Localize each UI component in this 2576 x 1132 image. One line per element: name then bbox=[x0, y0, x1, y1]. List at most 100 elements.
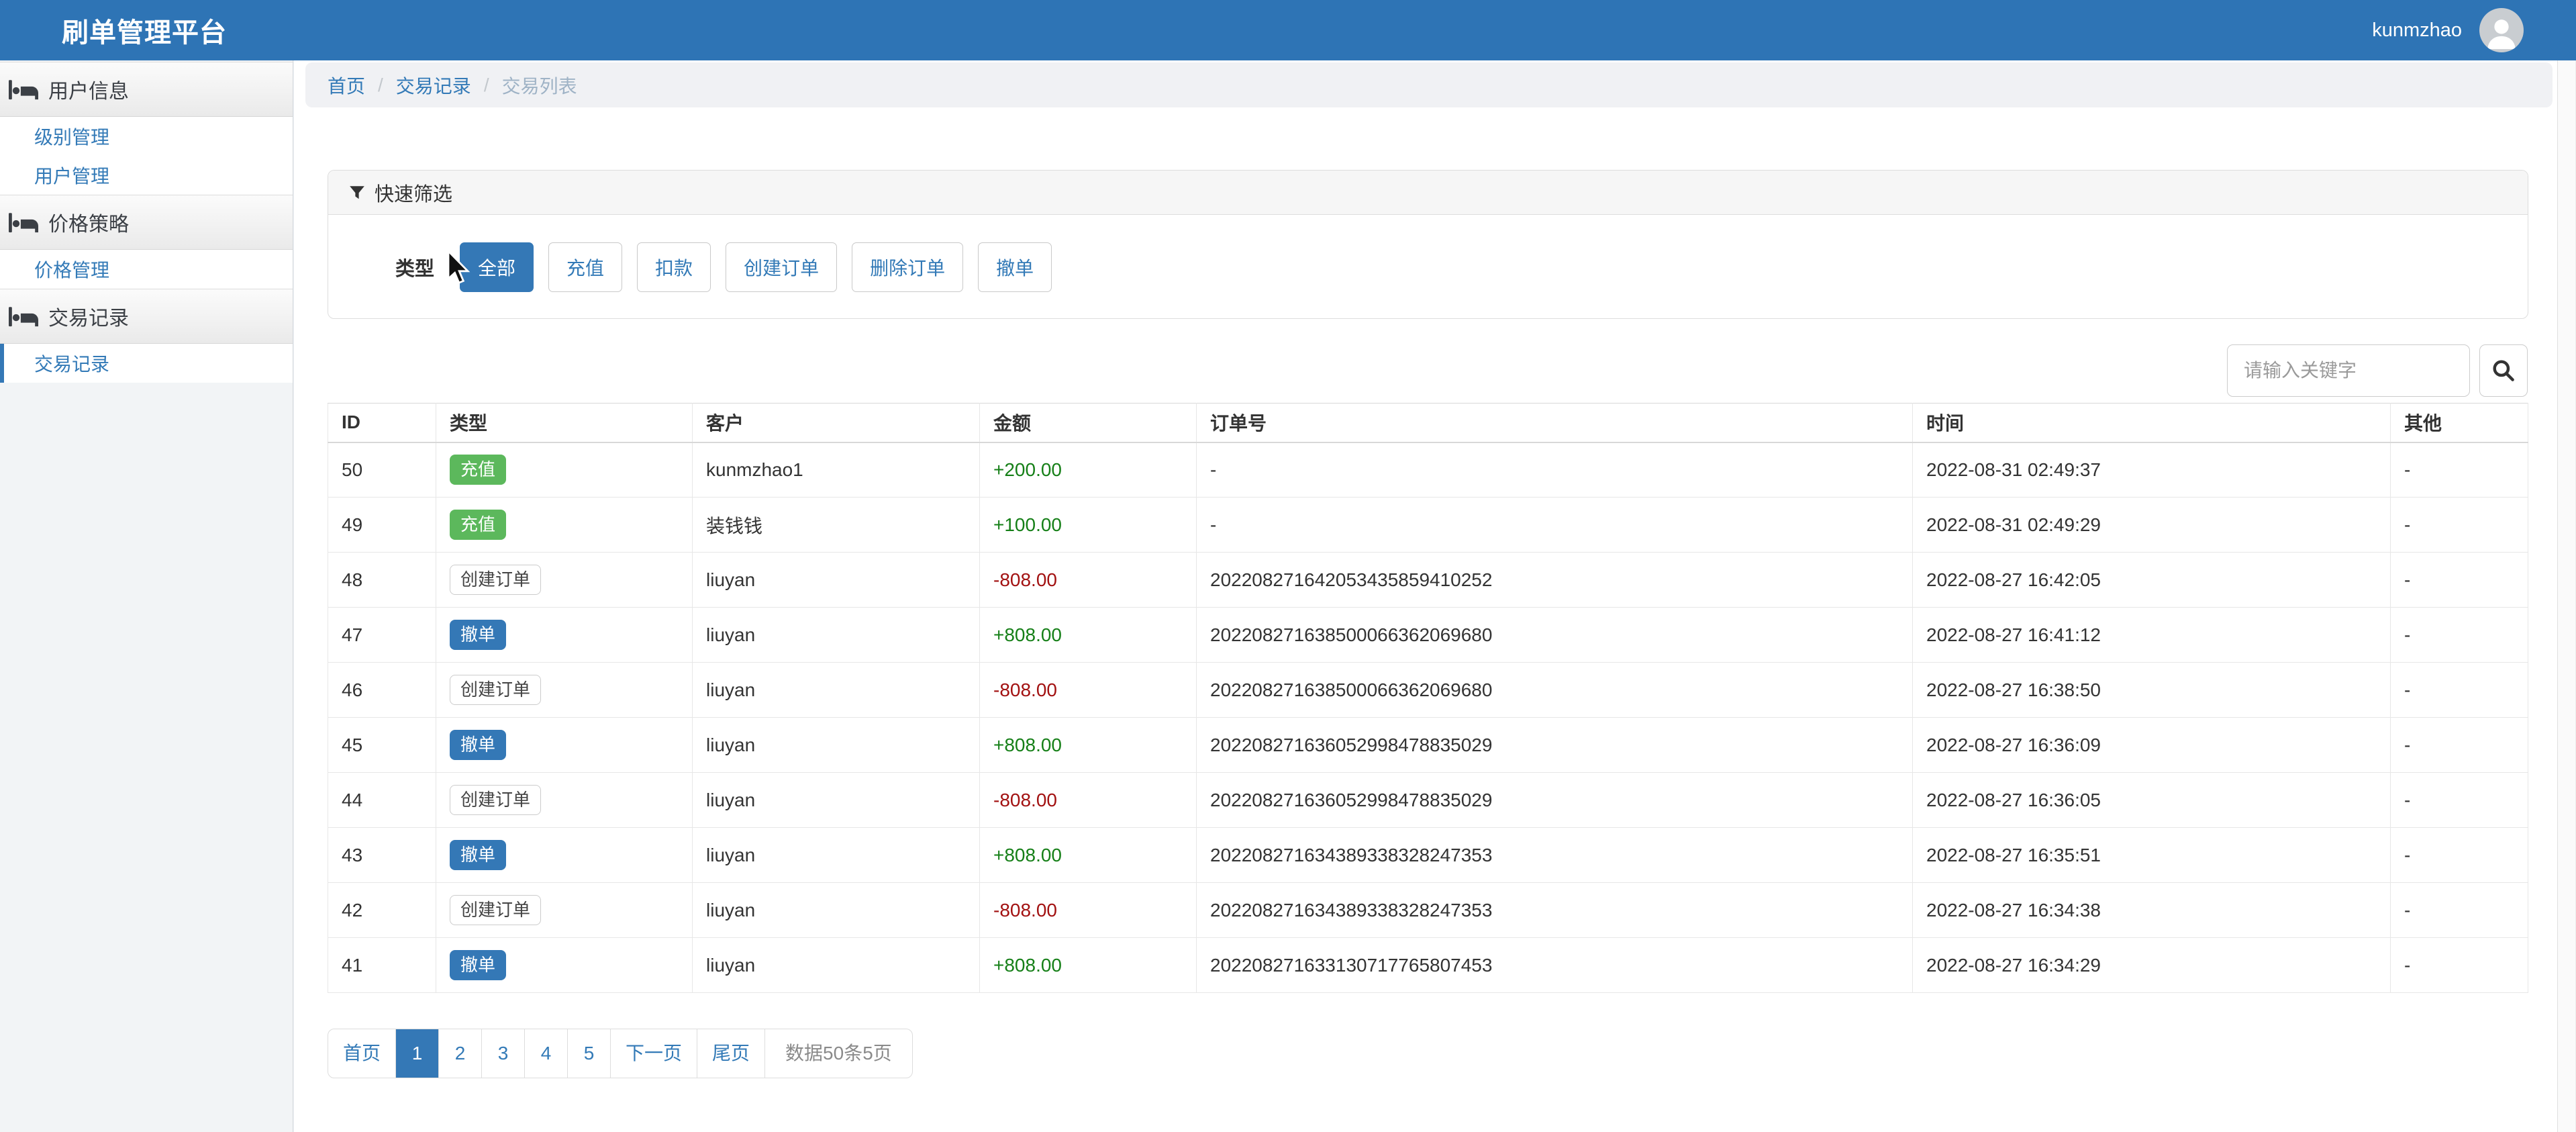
table-row: 42 创建订单 liuyan -808.00 202208271634389338328… bbox=[328, 882, 2528, 938]
breadcrumb-item[interactable]: 交易记录 bbox=[395, 75, 471, 97]
pagination-page-5[interactable]: 5 bbox=[567, 1029, 610, 1078]
breadcrumb-separator: / bbox=[378, 74, 383, 95]
filter-option-cancel-order[interactable]: 撤单 bbox=[978, 242, 1052, 292]
cell-amount: +808.00 bbox=[979, 827, 1197, 883]
sidebar-item-user-management[interactable]: 用户管理 bbox=[34, 166, 110, 187]
cell-customer: 装钱钱 bbox=[692, 497, 980, 553]
cell-id: 50 bbox=[328, 442, 436, 498]
filter-option-all[interactable]: 全部 bbox=[460, 242, 534, 292]
cell-type: 撤单 bbox=[436, 607, 693, 663]
cell-time: 2022-08-27 16:36:09 bbox=[1912, 717, 2391, 773]
column-header-other: 其他 bbox=[2390, 403, 2528, 443]
cell-type: 充值 bbox=[436, 442, 693, 498]
sidebar-section-transaction-records[interactable]: 交易记录 bbox=[0, 289, 293, 344]
column-header-customer: 客户 bbox=[692, 403, 980, 443]
user-menu[interactable]: kunmzhao bbox=[2372, 0, 2524, 60]
cell-time: 2022-08-27 16:34:38 bbox=[1912, 882, 2391, 938]
pagination-next-page[interactable]: 下一页 bbox=[610, 1029, 697, 1078]
cell-id: 41 bbox=[328, 937, 436, 993]
cell-order-no: 202208271636052998478835029 bbox=[1196, 772, 1913, 828]
sidebar-section-label: 价格策略 bbox=[48, 214, 129, 236]
cell-order-no: 202208271636052998478835029 bbox=[1196, 717, 1913, 773]
cell-customer: liuyan bbox=[692, 607, 980, 663]
vertical-scrollbar[interactable] bbox=[2557, 60, 2576, 1132]
cell-amount: -808.00 bbox=[979, 552, 1197, 608]
amount-value: +808.00 bbox=[993, 624, 1062, 645]
sidebar-item-transaction-records[interactable]: 交易记录 bbox=[0, 344, 293, 383]
type-badge: 撤单 bbox=[450, 949, 507, 981]
cell-customer: liuyan bbox=[692, 717, 980, 773]
username[interactable]: kunmzhao bbox=[2372, 19, 2462, 41]
sidebar-section-label: 用户信息 bbox=[48, 81, 129, 103]
transactions-table: ID 类型 客户 金额 订单号 时间 其他 50 充值 kunmzhao1 +200.00-202… bbox=[328, 403, 2528, 993]
table-row: 44 创建订单 liuyan -808.00 202208271636052998478… bbox=[328, 772, 2528, 828]
cell-amount: +808.00 bbox=[979, 607, 1197, 663]
cell-amount: -808.00 bbox=[979, 772, 1197, 828]
filter-option-create-order[interactable]: 创建订单 bbox=[726, 242, 838, 292]
breadcrumb-separator: / bbox=[483, 74, 489, 95]
cell-type: 充值 bbox=[436, 497, 693, 553]
breadcrumb-item: 交易列表 bbox=[501, 75, 577, 97]
cell-customer: liuyan bbox=[692, 827, 980, 883]
quick-filter-title: 快速筛选 bbox=[375, 183, 453, 205]
pagination-first-page[interactable]: 首页 bbox=[343, 1043, 381, 1064]
cell-order-no: - bbox=[1196, 442, 1913, 498]
filter-option-deduct[interactable]: 扣款 bbox=[637, 242, 711, 292]
search-input[interactable] bbox=[2227, 344, 2470, 397]
type-badge: 创建订单 bbox=[450, 674, 542, 706]
cell-type: 创建订单 bbox=[436, 772, 693, 828]
cell-other: - bbox=[2390, 497, 2528, 553]
cell-time: 2022-08-27 16:34:29 bbox=[1912, 937, 2391, 993]
column-header-type: 类型 bbox=[436, 403, 693, 443]
amount-value: -808.00 bbox=[993, 569, 1057, 590]
table-row: 43 撤单 liuyan +808.00 20220827163438933832824… bbox=[328, 827, 2528, 883]
cell-type: 撤单 bbox=[436, 827, 693, 883]
cell-time: 2022-08-27 16:41:12 bbox=[1912, 607, 2391, 663]
column-header-amount: 金额 bbox=[979, 403, 1197, 443]
pagination-page-2[interactable]: 2 bbox=[438, 1029, 481, 1078]
filter-option-recharge[interactable]: 充值 bbox=[548, 242, 623, 292]
amount-value: +808.00 bbox=[993, 734, 1062, 755]
top-bar: 刷单管理平台 kunmzhao bbox=[0, 0, 2576, 60]
column-header-order-no: 订单号 bbox=[1196, 403, 1913, 443]
cell-order-no: 202208271634389338328247353 bbox=[1196, 882, 1913, 938]
cell-customer: liuyan bbox=[692, 552, 980, 608]
quick-filter-panel: 快速筛选 类型 全部 充值 扣款 创建订单 删除订单 撤单 bbox=[328, 170, 2528, 319]
filter-option-delete-order[interactable]: 删除订单 bbox=[852, 242, 964, 292]
pagination-page-3[interactable]: 3 bbox=[481, 1029, 524, 1078]
pagination-data-info: 数据50条5页 bbox=[764, 1029, 912, 1078]
app-title: 刷单管理平台 bbox=[62, 18, 227, 48]
cell-type: 撤单 bbox=[436, 717, 693, 773]
cell-id: 43 bbox=[328, 827, 436, 883]
cell-id: 45 bbox=[328, 717, 436, 773]
cell-other: - bbox=[2390, 937, 2528, 993]
cell-time: 2022-08-27 16:35:51 bbox=[1912, 827, 2391, 883]
bed-icon bbox=[9, 79, 38, 100]
cell-type: 创建订单 bbox=[436, 662, 693, 718]
cell-id: 47 bbox=[328, 607, 436, 663]
bed-icon bbox=[9, 211, 38, 233]
cell-id: 48 bbox=[328, 552, 436, 608]
cell-other: - bbox=[2390, 772, 2528, 828]
cell-customer: liuyan bbox=[692, 662, 980, 718]
cell-amount: -808.00 bbox=[979, 662, 1197, 718]
cell-amount: -808.00 bbox=[979, 882, 1197, 938]
pagination-page-4[interactable]: 4 bbox=[524, 1029, 567, 1078]
type-badge: 创建订单 bbox=[450, 784, 542, 816]
sidebar-item-level-management[interactable]: 级别管理 bbox=[34, 127, 110, 148]
breadcrumb-item[interactable]: 首页 bbox=[328, 75, 366, 97]
cell-customer: liuyan bbox=[692, 772, 980, 828]
type-badge: 充值 bbox=[450, 509, 507, 540]
sidebar-item-price-management[interactable]: 价格管理 bbox=[34, 260, 110, 281]
cell-customer: kunmzhao1 bbox=[692, 442, 980, 498]
sidebar-section-user-info[interactable]: 用户信息 bbox=[0, 62, 293, 117]
cell-other: - bbox=[2390, 607, 2528, 663]
search-button[interactable] bbox=[2479, 344, 2528, 397]
table-row: 47 撤单 liuyan +808.00 20220827163850006636206… bbox=[328, 607, 2528, 663]
pagination-last-page[interactable]: 尾页 bbox=[697, 1029, 764, 1078]
user-avatar-icon[interactable] bbox=[2479, 8, 2524, 52]
cell-amount: +100.00 bbox=[979, 497, 1197, 553]
quick-filter-header[interactable]: 快速筛选 bbox=[328, 171, 2528, 215]
cell-amount: +808.00 bbox=[979, 717, 1197, 773]
sidebar-section-price-strategy[interactable]: 价格策略 bbox=[0, 195, 293, 250]
